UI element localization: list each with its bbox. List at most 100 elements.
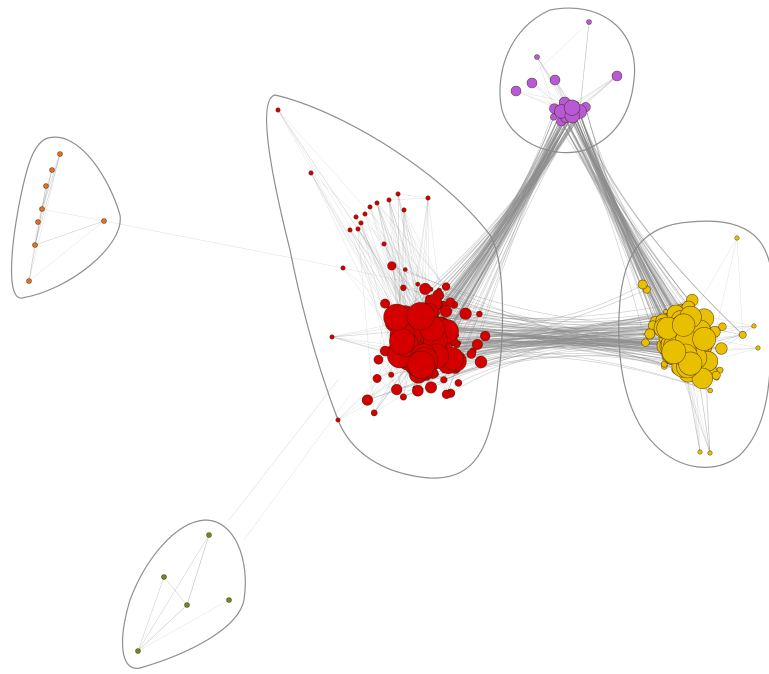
red-purple-edge xyxy=(433,111,562,304)
orange-edge xyxy=(41,208,105,222)
red-purple-edge xyxy=(434,117,566,343)
red-node xyxy=(275,107,281,113)
red-cluster-hull xyxy=(266,94,504,479)
purple-yellow-edge xyxy=(573,112,696,335)
red-node xyxy=(361,394,374,406)
purple-yellow-edge xyxy=(576,104,683,342)
red-purple-edge xyxy=(446,113,578,332)
red-edge xyxy=(376,202,404,288)
red-purple-edge xyxy=(429,118,565,347)
red-purple-edge xyxy=(445,111,575,312)
red-yellow-edge xyxy=(446,330,670,361)
red-node xyxy=(355,226,361,232)
red-node xyxy=(380,298,391,309)
red-node xyxy=(419,282,432,295)
red-yellow-edge xyxy=(431,335,646,343)
green-edge xyxy=(137,604,188,652)
red-yellow-edge xyxy=(432,310,693,344)
red-node xyxy=(406,302,435,331)
red-purple-edge xyxy=(440,117,566,353)
orange-node xyxy=(39,206,45,212)
yellow-node xyxy=(718,322,727,331)
red-edge xyxy=(378,303,386,360)
purple-yellow-edge xyxy=(571,111,684,323)
red-edge xyxy=(277,109,412,327)
orange-edge xyxy=(34,153,61,246)
red-node xyxy=(474,355,488,369)
red-node xyxy=(439,305,453,318)
purple-node xyxy=(549,74,561,86)
red-node xyxy=(358,220,364,226)
green-edge xyxy=(137,599,230,652)
red-node xyxy=(411,384,424,397)
red-node xyxy=(425,195,431,201)
red-yellow-edge xyxy=(430,345,689,373)
red-yellow-edge xyxy=(431,320,656,342)
green-node xyxy=(161,574,167,580)
orange-edge xyxy=(41,185,47,210)
orange-edge xyxy=(41,153,61,210)
green-red-edge xyxy=(228,379,339,521)
red-edge xyxy=(342,267,418,285)
red-node xyxy=(391,384,403,396)
purple-node xyxy=(534,54,540,60)
green-edge xyxy=(137,534,210,652)
green-edge xyxy=(186,534,210,606)
orange-node xyxy=(26,278,32,284)
green-edge xyxy=(137,576,165,652)
red-purple-edge xyxy=(422,107,586,329)
red-purple-edge xyxy=(446,111,580,395)
purple-yellow-edge xyxy=(571,115,664,345)
red-purple-edge xyxy=(431,108,555,342)
purple-yellow-edge xyxy=(572,115,675,336)
yellow-edge xyxy=(736,237,743,335)
red-edge xyxy=(376,202,432,290)
red-purple-edge xyxy=(433,115,573,329)
purple-node xyxy=(611,70,623,82)
purple-yellow-edge xyxy=(554,108,672,345)
red-node xyxy=(440,376,448,384)
red-edge xyxy=(364,213,404,288)
red-node xyxy=(362,211,368,217)
green-cluster-hull xyxy=(121,519,246,669)
red-edge xyxy=(349,229,413,310)
purple-yellow-edge xyxy=(564,102,668,328)
red-purple-edge xyxy=(435,107,567,357)
yellow-node xyxy=(715,342,728,355)
red-edge xyxy=(376,202,413,310)
red-purple-edge xyxy=(454,104,577,369)
red-yellow-edge xyxy=(428,314,673,331)
purple-yellow-edge xyxy=(572,115,677,322)
red-purple-edge xyxy=(437,121,562,340)
purple-yellow-edge xyxy=(572,115,688,336)
purple-yellow-edge xyxy=(571,106,681,320)
red-yellow-edge xyxy=(391,265,683,325)
orange-edge xyxy=(41,169,53,210)
red-yellow-edge xyxy=(465,313,687,349)
orange-edge xyxy=(37,169,53,223)
red-edge xyxy=(376,202,447,287)
red-edge xyxy=(391,265,431,307)
purple-edge xyxy=(536,56,555,109)
red-node xyxy=(445,297,456,307)
red-purple-edge xyxy=(477,117,566,345)
red-yellow-edge xyxy=(434,341,686,351)
red-node xyxy=(471,338,483,350)
red-purple-edge xyxy=(443,118,565,380)
yellow-node xyxy=(707,387,713,394)
red-edge xyxy=(388,197,429,201)
green-edge xyxy=(137,534,210,652)
red-purple-edge xyxy=(435,113,578,314)
red-node xyxy=(340,265,346,271)
red-node xyxy=(401,207,407,213)
red-edge xyxy=(357,228,410,312)
purple-yellow-edge xyxy=(565,117,678,329)
red-node xyxy=(386,197,392,203)
purple-yellow-edge xyxy=(579,113,681,333)
graph-nodes xyxy=(26,19,761,654)
orange-edge xyxy=(34,185,47,246)
orange-node xyxy=(43,183,49,189)
red-node xyxy=(480,330,491,342)
purple-yellow-edge xyxy=(571,106,694,311)
cluster-hulls xyxy=(10,7,769,669)
